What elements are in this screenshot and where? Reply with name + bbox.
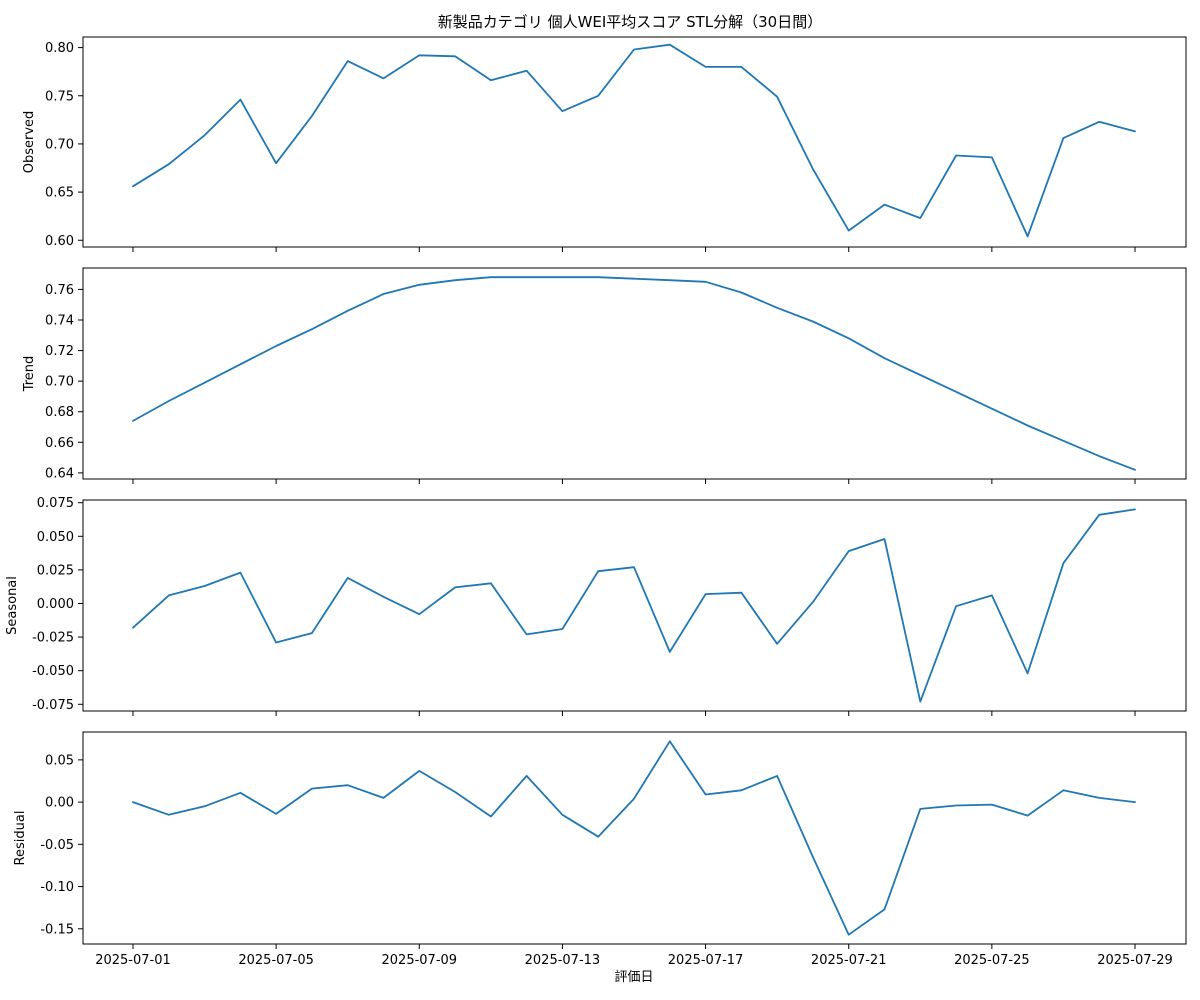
y-tick-label: 0.66 [45, 436, 74, 451]
x-tick-label: 2025-07-13 [525, 953, 601, 968]
chart-title: 新製品カテゴリ 個人WEI平均スコア STL分解（30日間） [438, 13, 822, 31]
panels-layer: 0.60 0.65 0.70 0.75 0.80 Observed 0.64 0.66 0.68… [5, 36, 1187, 968]
panel-residual: -0.15 -0.10 -0.05 0.00 0.05 Residual [13, 731, 1187, 949]
y-tick-label: 0.050 [37, 530, 74, 545]
y-tick-label: -0.025 [32, 631, 74, 646]
series-line-trend [132, 276, 1136, 471]
panel-frame [82, 36, 1187, 248]
y-tick-label: -0.05 [40, 838, 74, 853]
y-tick-label: -0.050 [32, 664, 74, 679]
y-tick-label: 0.025 [37, 563, 74, 578]
x-tick-label: 2025-07-25 [954, 953, 1030, 968]
y-tick-label: 0.74 [45, 313, 74, 328]
x-tick-label: 2025-07-01 [95, 953, 171, 968]
y-axis-label: Trend [22, 356, 37, 393]
x-tick-label: 2025-07-05 [238, 953, 314, 968]
panel-frame [82, 267, 1187, 480]
y-tick-label: -0.15 [40, 922, 74, 937]
x-axis-label: 評価日 [614, 970, 653, 985]
series-line-observed [132, 43, 1136, 238]
panel-observed: 0.60 0.65 0.70 0.75 0.80 Observed [22, 36, 1187, 252]
panel-seasonal: -0.075 -0.050 -0.025 0.000 0.025 0.050 0.075 Se… [5, 496, 1187, 716]
x-tick-label: 2025-07-21 [811, 953, 887, 968]
y-tick-label: 0.75 [45, 89, 74, 104]
x-tick-label: 2025-07-09 [382, 953, 458, 968]
y-tick-label: 0.76 [45, 283, 74, 298]
panel-frame [82, 499, 1187, 712]
y-tick-label: 0.64 [45, 466, 74, 481]
y-tick-label: 0.00 [45, 796, 74, 811]
series-line-residual [132, 740, 1136, 936]
y-axis-label: Seasonal [5, 576, 20, 635]
y-tick-label: -0.075 [32, 698, 74, 713]
y-tick-label: 0.65 [45, 186, 74, 201]
y-tick-label: 0.70 [45, 375, 74, 390]
y-tick-label: 0.60 [45, 234, 74, 249]
series-line-seasonal [132, 508, 1136, 703]
panel-frame [82, 731, 1187, 945]
y-tick-label: 0.72 [45, 344, 74, 359]
y-axis-label: Residual [13, 811, 28, 866]
y-tick-label: 0.80 [45, 41, 74, 56]
y-tick-label: 0.68 [45, 405, 74, 420]
x-tick-label: 2025-07-29 [1097, 953, 1173, 968]
y-tick-label: 0.000 [37, 597, 74, 612]
y-tick-label: 0.05 [45, 753, 74, 768]
y-tick-label: 0.075 [37, 496, 74, 511]
panel-trend: 0.64 0.66 0.68 0.70 0.72 0.74 0.76 Trend [22, 267, 1187, 484]
y-tick-label: -0.10 [40, 880, 74, 895]
y-axis-label: Observed [22, 111, 37, 174]
y-tick-label: 0.70 [45, 137, 74, 152]
x-tick-label: 2025-07-17 [668, 953, 744, 968]
